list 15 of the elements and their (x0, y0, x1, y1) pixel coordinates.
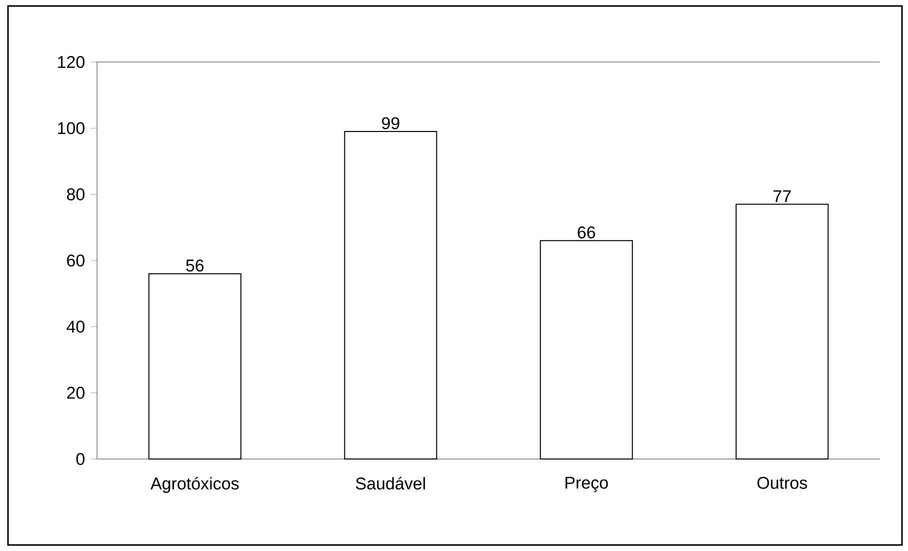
x-tick-label: Outros (757, 476, 808, 489)
data-label: 66 (578, 226, 596, 238)
data-label: 56 (186, 259, 204, 272)
x-tick-label: Agrotóxicos (150, 476, 239, 493)
y-tick-label: 60 (67, 254, 84, 267)
y-tick-label: 120 (58, 56, 84, 68)
y-tick-label: 100 (58, 122, 84, 134)
y-tick-label: 40 (66, 320, 84, 333)
y-tick-label: 20 (67, 386, 84, 399)
x-tick-label: Saudável (356, 476, 425, 490)
y-tick-label: 80 (66, 188, 84, 200)
data-label: 99 (382, 117, 400, 130)
y-tick-label: 0 (76, 452, 84, 466)
x-tick-label: Preço (566, 476, 608, 492)
data-label: 77 (774, 190, 791, 202)
